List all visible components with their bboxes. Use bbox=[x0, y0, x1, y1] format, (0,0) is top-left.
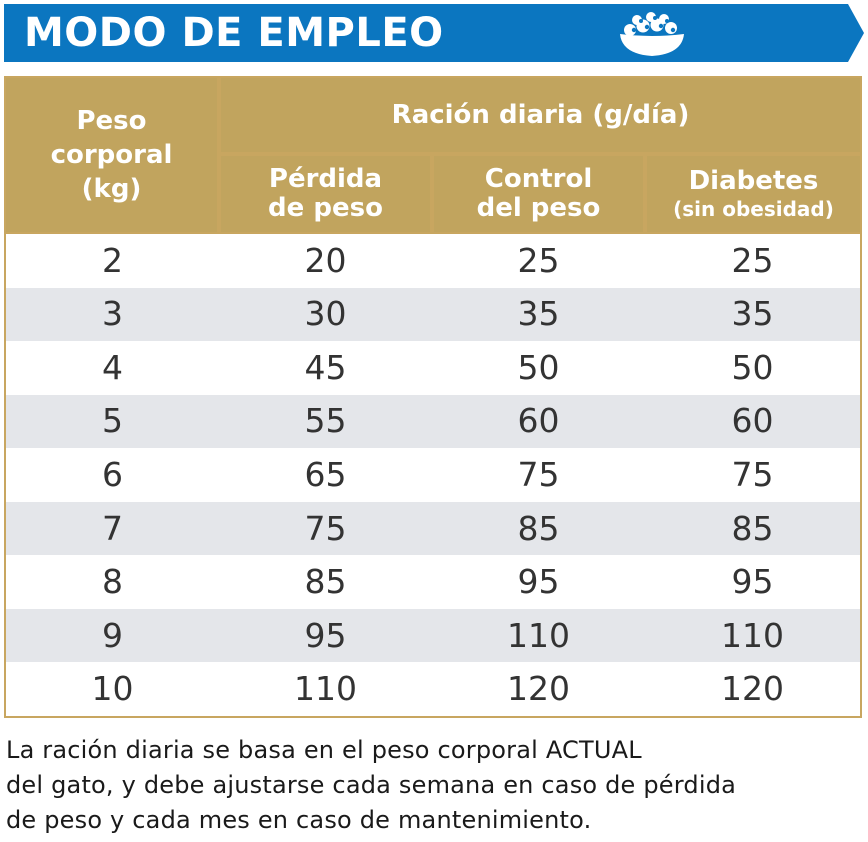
header-weight-loss: Pérdida de peso bbox=[221, 156, 430, 232]
feeding-table: Peso corporal (kg) Ración diaria (g/día)… bbox=[4, 76, 862, 718]
cell-weight-loss: 95 bbox=[304, 615, 347, 655]
cell-weight-control: 75 bbox=[517, 454, 560, 494]
cell-weight-loss: 85 bbox=[304, 562, 347, 602]
cell-weight-loss: 65 bbox=[304, 454, 347, 494]
cell-weight-loss: 45 bbox=[304, 347, 347, 387]
cell-diabetes: 85 bbox=[731, 508, 774, 548]
header-diabetes: Diabetes (sin obesidad) bbox=[647, 156, 860, 232]
cell-weight: 7 bbox=[102, 508, 123, 548]
cell-diabetes: 120 bbox=[721, 669, 784, 709]
cell-weight: 5 bbox=[102, 401, 123, 441]
cell-diabetes: 50 bbox=[731, 347, 774, 387]
cell-diabetes: 25 bbox=[731, 240, 774, 280]
food-bowl-icon bbox=[620, 12, 684, 56]
header-weight-line-2: corporal bbox=[50, 140, 173, 170]
banner: MODO DE EMPLEO bbox=[4, 4, 864, 62]
cell-diabetes: 75 bbox=[731, 454, 774, 494]
cell-weight-control: 60 bbox=[517, 401, 560, 441]
cell-weight: 9 bbox=[102, 615, 123, 655]
table-row: 6 65 75 75 bbox=[6, 448, 860, 502]
cell-diabetes: 60 bbox=[731, 401, 774, 441]
header-daily-ration: Ración diaria (g/día) bbox=[221, 78, 860, 152]
cell-weight-loss: 55 bbox=[304, 401, 347, 441]
cell-diabetes: 35 bbox=[731, 294, 774, 334]
table-row: 10 110 120 120 bbox=[6, 662, 860, 716]
cell-weight-control: 85 bbox=[517, 508, 560, 548]
table-row: 7 75 85 85 bbox=[6, 501, 860, 556]
cell-diabetes: 95 bbox=[731, 562, 774, 602]
cell-weight-control: 35 bbox=[517, 294, 560, 334]
table-row: 2 20 25 25 bbox=[6, 234, 860, 288]
cell-weight-control: 110 bbox=[507, 615, 570, 655]
cell-weight: 2 bbox=[102, 240, 123, 280]
header-diabetes-line-1: Diabetes bbox=[688, 165, 819, 196]
page-title: MODO DE EMPLEO bbox=[24, 10, 444, 56]
table-row: 4 45 50 50 bbox=[6, 341, 860, 395]
header-weight-control-line-1: Control bbox=[484, 164, 593, 194]
table-body: 2 20 25 25 3 30 35 35 4 45 50 50 5 55 60… bbox=[6, 234, 860, 716]
cell-weight-loss: 75 bbox=[304, 508, 347, 548]
table-row: 8 85 95 95 bbox=[6, 555, 860, 609]
table-row: 3 30 35 35 bbox=[6, 287, 860, 342]
header-weight-control: Control del peso bbox=[434, 156, 643, 232]
header-weight-loss-line-1: Pérdida bbox=[268, 164, 383, 194]
header-weight-line-3: (kg) bbox=[81, 174, 142, 204]
cell-weight-control: 120 bbox=[507, 669, 570, 709]
header-weight-line-1: Peso bbox=[76, 106, 147, 136]
footnote-line-3: de peso y cada mes en caso de mantenimie… bbox=[6, 806, 592, 834]
cell-weight-loss: 30 bbox=[304, 294, 347, 334]
header-weight-control-line-2: del peso bbox=[476, 193, 601, 223]
cell-weight: 6 bbox=[102, 454, 123, 494]
header-weight-loss-line-2: de peso bbox=[268, 193, 383, 223]
cell-weight-control: 25 bbox=[517, 240, 560, 280]
cell-diabetes: 110 bbox=[721, 615, 784, 655]
cell-weight-control: 95 bbox=[517, 562, 560, 602]
header-diabetes-line-2: (sin obesidad) bbox=[673, 196, 834, 221]
cell-weight-control: 50 bbox=[517, 347, 560, 387]
footnote-line-2: del gato, y debe ajustarse cada semana e… bbox=[6, 771, 737, 799]
cell-weight: 3 bbox=[102, 294, 123, 334]
header-daily-ration-label: Ración diaria (g/día) bbox=[391, 100, 690, 130]
cell-weight: 4 bbox=[102, 347, 123, 387]
cell-weight: 8 bbox=[102, 562, 123, 602]
footnote-line-1: La ración diaria se basa en el peso corp… bbox=[6, 736, 642, 764]
cell-weight-loss: 110 bbox=[294, 669, 357, 709]
cell-weight: 10 bbox=[91, 669, 134, 709]
cell-weight-loss: 20 bbox=[304, 240, 347, 280]
table-row: 9 95 110 110 bbox=[6, 608, 860, 663]
header-weight: Peso corporal (kg) bbox=[6, 78, 217, 232]
footnote: La ración diaria se basa en el peso corp… bbox=[6, 733, 866, 838]
table-row: 5 55 60 60 bbox=[6, 394, 860, 449]
